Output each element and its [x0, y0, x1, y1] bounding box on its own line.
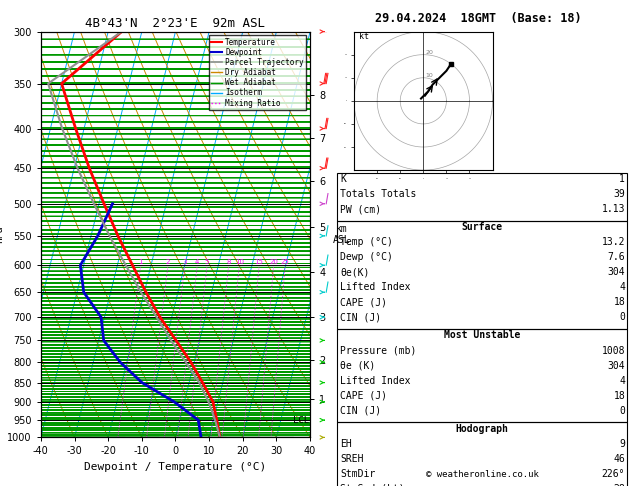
Text: Temp (°C): Temp (°C)	[340, 237, 393, 247]
Text: 18: 18	[613, 297, 625, 308]
Text: kt: kt	[359, 32, 369, 40]
Text: θe(K): θe(K)	[340, 267, 370, 278]
Text: K: K	[340, 174, 346, 184]
Text: Hodograph: Hodograph	[455, 424, 509, 434]
Text: 1008: 1008	[602, 346, 625, 356]
Text: CAPE (J): CAPE (J)	[340, 297, 387, 308]
Text: PW (cm): PW (cm)	[340, 204, 381, 214]
Text: Lifted Index: Lifted Index	[340, 376, 411, 386]
Text: 4: 4	[195, 259, 199, 265]
Text: Surface: Surface	[462, 222, 503, 232]
Text: θe (K): θe (K)	[340, 361, 376, 371]
Text: LCL: LCL	[293, 416, 309, 425]
Text: 9: 9	[620, 439, 625, 449]
Text: © weatheronline.co.uk: © weatheronline.co.uk	[426, 469, 538, 479]
Text: 0: 0	[620, 406, 625, 416]
Text: 304: 304	[608, 361, 625, 371]
Text: 1: 1	[620, 174, 625, 184]
Title: 4B°43'N  2°23'E  92m ASL: 4B°43'N 2°23'E 92m ASL	[86, 17, 265, 31]
Text: 18: 18	[613, 391, 625, 401]
Text: 15: 15	[255, 259, 264, 265]
Text: 0: 0	[620, 312, 625, 323]
Legend: Temperature, Dewpoint, Parcel Trajectory, Dry Adiabat, Wet Adiabat, Isotherm, Mi: Temperature, Dewpoint, Parcel Trajectory…	[209, 35, 306, 110]
Text: 20: 20	[426, 50, 433, 54]
Text: 226°: 226°	[602, 469, 625, 479]
X-axis label: Dewpoint / Temperature (°C): Dewpoint / Temperature (°C)	[84, 462, 267, 472]
Y-axis label: km
ASL: km ASL	[333, 224, 351, 245]
Text: 8: 8	[226, 259, 231, 265]
Text: Pressure (mb): Pressure (mb)	[340, 346, 416, 356]
Text: StmSpd (kt): StmSpd (kt)	[340, 484, 405, 486]
Text: 4: 4	[620, 282, 625, 293]
Text: 7.6: 7.6	[608, 252, 625, 262]
Text: 28: 28	[613, 484, 625, 486]
Text: Most Unstable: Most Unstable	[444, 330, 520, 341]
Y-axis label: hPa: hPa	[0, 226, 4, 243]
Text: Totals Totals: Totals Totals	[340, 189, 416, 199]
Text: 1: 1	[138, 259, 143, 265]
Text: 5: 5	[205, 259, 209, 265]
Text: 46: 46	[613, 454, 625, 464]
Text: 10: 10	[235, 259, 244, 265]
Text: 3: 3	[182, 259, 187, 265]
Text: 13.2: 13.2	[602, 237, 625, 247]
Text: 39: 39	[613, 189, 625, 199]
Text: CIN (J): CIN (J)	[340, 406, 381, 416]
Text: Lifted Index: Lifted Index	[340, 282, 411, 293]
Text: Dewp (°C): Dewp (°C)	[340, 252, 393, 262]
Text: 4: 4	[620, 376, 625, 386]
Text: 1.13: 1.13	[602, 204, 625, 214]
Text: SREH: SREH	[340, 454, 364, 464]
Text: CIN (J): CIN (J)	[340, 312, 381, 323]
Text: 2: 2	[166, 259, 170, 265]
Text: 10: 10	[426, 73, 433, 78]
Text: EH: EH	[340, 439, 352, 449]
Text: 304: 304	[608, 267, 625, 278]
Text: 20: 20	[269, 259, 278, 265]
Text: StmDir: StmDir	[340, 469, 376, 479]
Text: 29.04.2024  18GMT  (Base: 18): 29.04.2024 18GMT (Base: 18)	[375, 12, 581, 25]
Text: 25: 25	[281, 259, 289, 265]
Text: CAPE (J): CAPE (J)	[340, 391, 387, 401]
